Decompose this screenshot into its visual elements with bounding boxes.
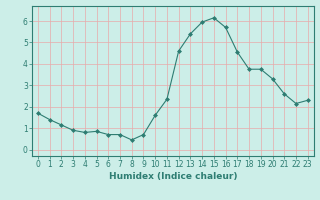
X-axis label: Humidex (Indice chaleur): Humidex (Indice chaleur) <box>108 172 237 181</box>
